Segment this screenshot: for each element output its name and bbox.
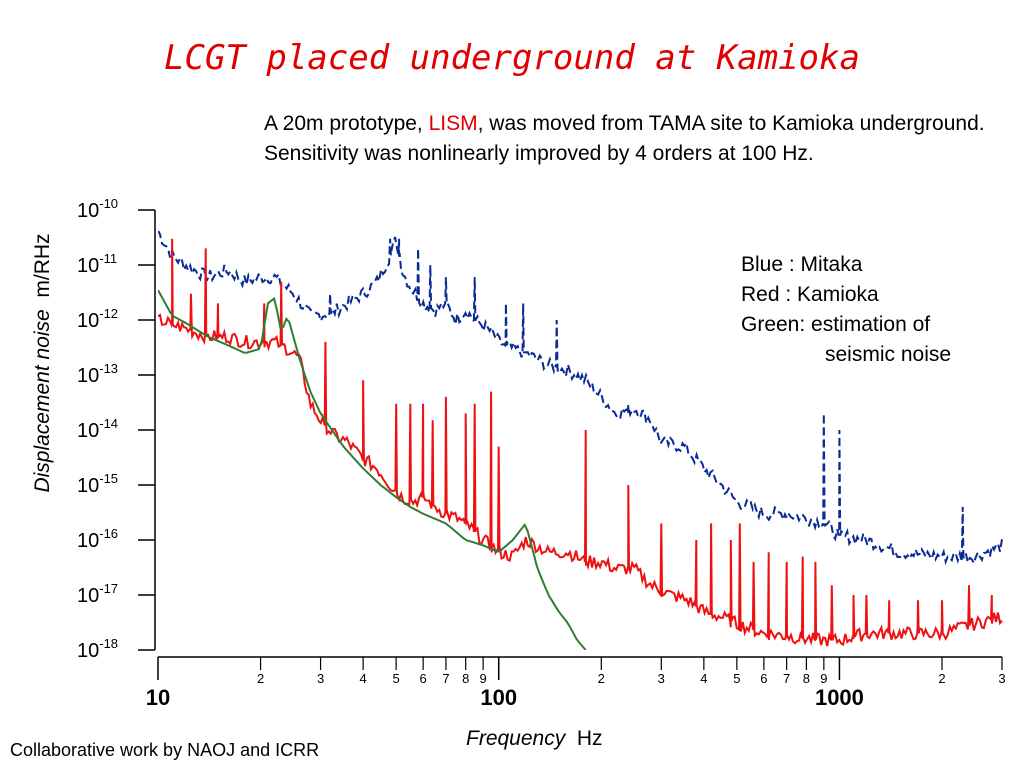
x-minor-tick-label: 6	[760, 671, 767, 686]
y-tick-label: 10-12	[77, 306, 118, 332]
legend: Blue : Mitaka Red : Kamioka Green: estim…	[741, 250, 951, 370]
y-tick-label: 10-14	[77, 416, 118, 442]
series-blue-line	[158, 230, 1003, 566]
x-minor-tick-label: 8	[462, 671, 469, 686]
series-red-line	[158, 238, 1003, 647]
x-major-tick-label: 100	[480, 685, 517, 710]
x-minor-tick-label: 3	[998, 671, 1005, 686]
x-major-tick-label: 1000	[815, 685, 864, 710]
x-major-tick-label: 10	[146, 685, 170, 710]
y-tick-label: 10-18	[77, 636, 118, 662]
x-minor-tick-label: 2	[938, 671, 945, 686]
y-tick-label: 10-11	[77, 251, 117, 277]
y-tick-label: 10-10	[77, 196, 118, 222]
legend-green: Green: estimation of	[741, 313, 931, 336]
x-minor-tick-label: 4	[700, 671, 707, 686]
x-minor-tick-label: 9	[820, 671, 827, 686]
legend-blue: Blue : Mitaka	[741, 253, 863, 276]
x-axis-unit: Hz	[576, 727, 603, 750]
x-minor-tick-label: 7	[783, 671, 790, 686]
x-minor-tick-label: 2	[257, 671, 264, 686]
description-text: A 20m prototype, LISM, was moved from TA…	[264, 109, 1004, 169]
y-tick-label: 10-16	[77, 526, 118, 552]
x-minor-tick-label: 4	[360, 671, 367, 686]
lism-highlight: LISM	[428, 112, 478, 135]
legend-red: Red : Kamioka	[741, 283, 879, 306]
legend-green-cont: seismic noise	[825, 343, 952, 366]
slide-title: LCGT placed underground at Kamioka	[164, 38, 860, 78]
x-minor-tick-label: 3	[317, 671, 324, 686]
x-minor-tick-label: 8	[803, 671, 810, 686]
x-minor-tick-label: 9	[480, 671, 487, 686]
y-tick-label: 10-15	[77, 471, 118, 497]
x-minor-tick-label: 5	[393, 671, 400, 686]
x-minor-tick-label: 2	[598, 671, 605, 686]
description-body: , was moved from TAMA site to Kamioka un…	[264, 112, 985, 165]
series-green-line	[158, 289, 587, 650]
x-minor-tick-label: 5	[733, 671, 740, 686]
y-tick-label: 10-13	[77, 361, 118, 387]
x-axis-label-italic: Frequency	[466, 727, 566, 750]
x-minor-tick-label: 3	[658, 671, 665, 686]
y-tick-label: 10-17	[77, 581, 118, 607]
x-minor-tick-label: 7	[442, 671, 449, 686]
credit-text: Collaborative work by NAOJ and ICRR	[10, 740, 320, 760]
description-intro: A 20m prototype,	[264, 112, 429, 135]
x-axis-label: Frequency Hz	[466, 727, 603, 751]
x-minor-tick-label: 6	[420, 671, 427, 686]
